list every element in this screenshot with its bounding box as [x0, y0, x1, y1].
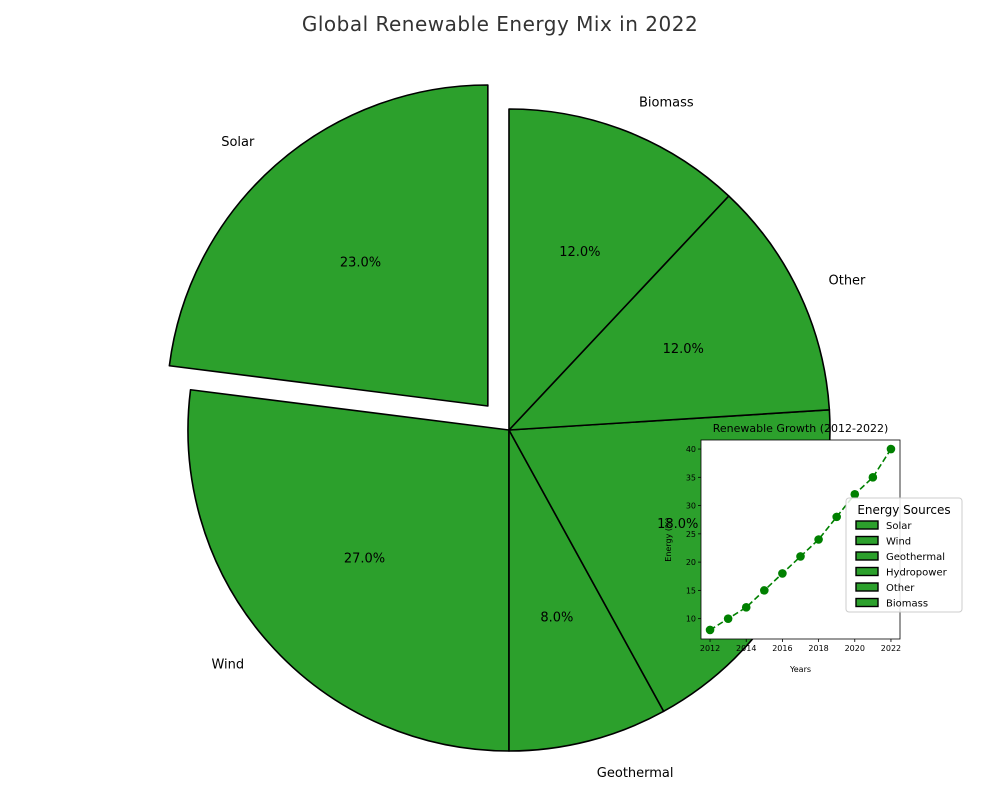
x-tick-label: 2014: [736, 644, 756, 653]
inset-title: Renewable Growth (2012-2022): [713, 422, 889, 435]
y-tick-label: 10: [686, 615, 696, 624]
pie-slice-geothermal: [508, 429, 665, 752]
y-tick-label: 25: [686, 530, 696, 539]
legend-swatch-solar: [855, 520, 879, 530]
pie-category-label-geothermal: Geothermal: [597, 766, 674, 781]
y-tick-label: 30: [686, 502, 696, 511]
x-tick-label: 2012: [700, 644, 720, 653]
legend-label-other: Other: [886, 583, 915, 594]
y-axis-label: Energy (%): [664, 517, 673, 561]
growth-point-2014: [741, 603, 751, 612]
y-tick-label: 35: [686, 473, 696, 482]
growth-point-2012: [705, 625, 715, 635]
pie-slice-biomass: [508, 108, 730, 431]
legend-label-geothermal: Geothermal: [886, 552, 945, 563]
growth-point-2018: [814, 535, 823, 544]
growth-point-2020: [850, 489, 860, 499]
legend-swatch-wind: [855, 535, 879, 546]
x-tick-label: 2016: [772, 644, 792, 653]
legend-title: Energy Sources: [857, 503, 950, 517]
legend-swatch-biomass: [855, 597, 879, 608]
x-tick-label: 2022: [881, 644, 901, 653]
legend-label-wind: Wind: [886, 537, 911, 548]
growth-point-2022: [886, 444, 896, 454]
pie-slice-other: [508, 195, 831, 431]
y-tick-label: 20: [686, 558, 696, 567]
pie-category-label-biomass: Biomass: [639, 96, 694, 111]
x-axis-label: Years: [789, 665, 811, 674]
legend: Energy Sources Solar Wind Geothermal Hydropo…: [845, 497, 963, 613]
pie-slice-wind: [187, 388, 510, 752]
legend-swatch-other: [855, 582, 879, 592]
chart-title: Global Renewable Energy Mix in 2022: [302, 12, 698, 36]
legend-label-hydropower: Hydropower: [886, 568, 948, 579]
growth-point-2021: [868, 473, 878, 482]
pie-pct-label-hydropower: 18.0%: [657, 517, 698, 532]
pie-pct-label-biomass: 12.0%: [559, 245, 600, 260]
growth-point-2015: [760, 586, 769, 595]
pie-pct-label-geothermal: 8.0%: [540, 611, 573, 626]
pie-category-label-other: Other: [828, 274, 866, 289]
growth-point-2013: [723, 614, 733, 623]
pie-category-label-wind: Wind: [211, 658, 244, 673]
growth-point-2016: [778, 569, 787, 578]
growth-point-2017: [796, 552, 805, 561]
legend-swatch-hydropower: [855, 566, 879, 577]
legend-swatch-geothermal: [855, 551, 879, 561]
y-tick-label: 40: [686, 445, 696, 454]
pie-slice-solar: [168, 84, 489, 407]
pie-pct-label-wind: 27.0%: [344, 551, 385, 566]
x-tick-label: 2020: [845, 644, 865, 653]
growth-point-2019: [832, 512, 841, 522]
pie-pct-label-solar: 23.0%: [340, 256, 381, 271]
x-tick-label: 2018: [808, 644, 828, 653]
legend-label-solar: Solar: [886, 521, 912, 532]
pie-pct-label-other: 12.0%: [663, 342, 704, 357]
legend-label-biomass: Biomass: [886, 599, 928, 610]
y-tick-label: 15: [686, 586, 696, 595]
pie-category-label-solar: Solar: [221, 135, 255, 150]
